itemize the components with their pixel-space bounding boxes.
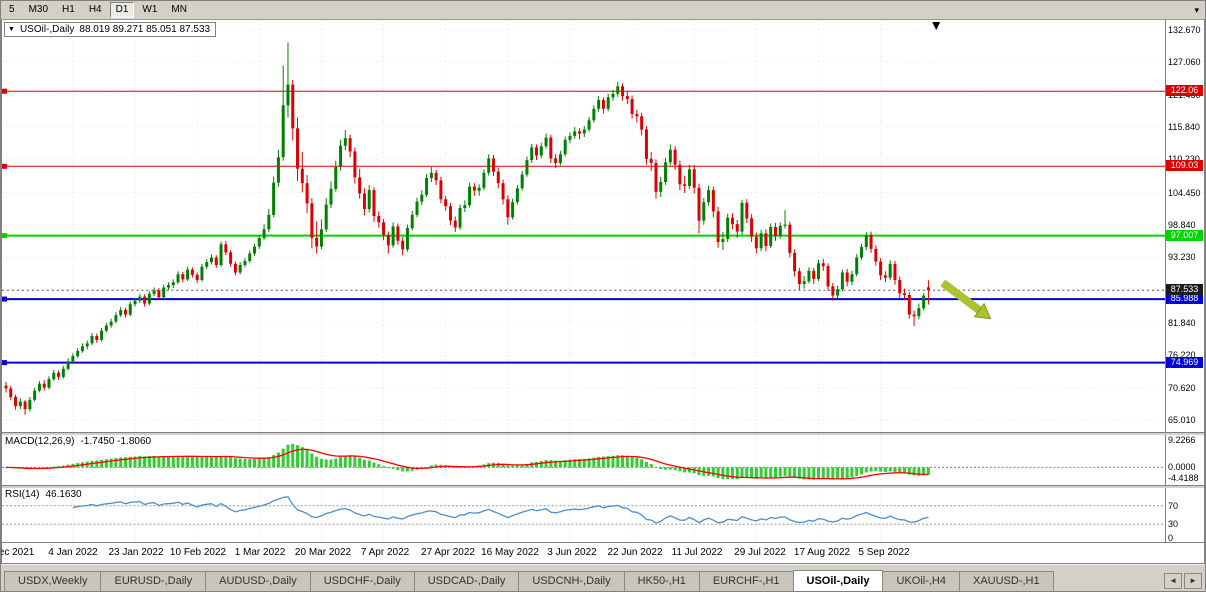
price-axis-label: 127.060 [1168,57,1201,67]
chart-window: ▼ USOil-,Daily 88.019 89.271 85.051 87.5… [1,20,1205,564]
price-axis-label: 65.010 [1168,415,1196,425]
rsi-axis-label: 30 [1168,519,1179,529]
price-line-badge: 122.06 [1166,85,1203,96]
date-axis-label: 3 Jun 2022 [547,547,597,558]
period-button-mn[interactable]: MN [171,4,187,15]
date-axis-label: 20 Mar 2022 [294,547,352,558]
symbol-tab-eurusd-daily[interactable]: EURUSD-,Daily [100,571,207,591]
date-axis-label: 14 Dec 2021 [1,547,35,558]
rsi-header: RSI(14) 46.1630 [5,489,82,500]
tab-scroll-right-icon[interactable]: ► [1184,573,1202,589]
price-line-badge: 85.988 [1166,293,1203,304]
macd-axis-min: -4.4188 [1168,473,1199,483]
price-axis-label: 115.840 [1168,122,1200,132]
macd-axis-zero: 0.0000 [1168,462,1196,472]
symbol-tab-eurchf-h1[interactable]: EURCHF-,H1 [698,571,794,591]
price-axis-label: 76.220 [1168,350,1196,360]
price-axis-label: 93.230 [1168,252,1196,262]
symbol-tab-ukoil-h4[interactable]: UKOil-,H4 [882,571,960,591]
date-axis-label: 11 Jul 2022 [671,547,723,558]
symbol-tab-usoil-daily[interactable]: USOil-,Daily [792,570,884,591]
tab-scroll-left-icon[interactable]: ◄ [1164,573,1183,589]
symbol-tab-usdcad-daily[interactable]: USDCAD-,Daily [413,571,520,591]
price-axis-label: 98.840 [1168,220,1196,230]
rsi-axis-label: 0 [1168,533,1174,543]
symbol-tab-usdchf-daily[interactable]: USDCHF-,Daily [309,571,415,591]
period-button-m30[interactable]: M30 [28,4,49,15]
date-axis-label: 29 Jul 2022 [734,547,786,558]
date-axis-label: 1 Mar 2022 [234,547,286,558]
date-axis-label: 22 Jun 2022 [607,547,663,558]
period-buttons: 5 M30 H1 H4 D1 W1 MN [3,2,193,18]
date-axis-label: 23 Jan 2022 [108,547,164,558]
date-axis-label: 10 Feb 2022 [169,547,227,558]
period-toolbar: 5 M30 H1 H4 D1 W1 MN ▾ [1,1,1205,20]
date-axis-label: 7 Apr 2022 [360,547,410,558]
price-axis[interactable]: 132.670127.060121.450115.840110.230104.4… [1165,20,1204,432]
macd-header: MACD(12,26,9) -1.7450 -1.8060 [5,436,151,447]
price-axis-label: 132.670 [1168,25,1201,35]
symbol-tab-audusd-daily[interactable]: AUDUSD-,Daily [205,571,311,591]
toolbar-overflow-icon[interactable]: ▾ [1194,4,1199,15]
chart-tab-bar: USDX,Weekly EURUSD-,Daily AUDUSD-,Daily USD… [1,564,1205,591]
chart-tabs: USDX,Weekly EURUSD-,Daily AUDUSD-,Daily USD… [4,570,1054,591]
macd-values: -1.7450 -1.8060 [80,436,152,447]
symbol-info-box: ▼ USOil-,Daily 88.019 89.271 85.051 87.5… [4,22,217,37]
period-button-d1[interactable]: D1 [109,2,135,18]
macd-axis-max: 9.2266 [1168,435,1196,445]
date-axis-label: 27 Apr 2022 [421,547,475,558]
rsi-axis-label: 70 [1168,501,1179,511]
rsi-label: RSI(14) [5,489,40,500]
symbol-tab-xauusd-h1[interactable]: XAUUSD-,H1 [959,571,1054,591]
rsi-pane: RSI(14) 46.1630 70 30 0 [2,488,1204,543]
period-button-w1[interactable]: W1 [142,4,158,15]
price-line-badge: 109.03 [1166,160,1203,171]
main-chart-pane: ▼ USOil-,Daily 88.019 89.271 85.051 87.5… [2,20,1204,432]
price-line-badge: 97.007 [1166,230,1203,241]
pane-splitter-rsi[interactable] [2,485,1204,488]
date-axis-label: 17 Aug 2022 [793,547,851,558]
price-line-badge: 74.969 [1166,357,1203,368]
symbol-ohlc-values: 88.019 89.271 85.051 87.533 [79,24,211,35]
price-axis-label: 104.450 [1168,188,1201,198]
date-axis-label: 16 May 2022 [481,547,539,558]
symbol-tab-hk50-h1[interactable]: HK50-,H1 [623,571,700,591]
symbol-tab-usdcnh-daily[interactable]: USDCNH-,Daily [518,571,625,591]
macd-canvas[interactable] [2,435,1165,485]
time-axis[interactable]: 14 Dec 2021 4 Jan 2022 23 Jan 2022 10 Feb 2… [1,542,1204,563]
rsi-value: 46.1630 [45,489,82,500]
rsi-canvas[interactable] [2,488,1165,542]
symbol-title: USOil-,Daily [19,24,75,35]
period-button-5[interactable]: 5 [9,4,15,15]
date-axis-label: 5 Sep 2022 [858,547,910,558]
period-button-h1[interactable]: H1 [62,4,75,15]
price-axis-label: 81.840 [1168,318,1196,328]
macd-axis: 9.2266 0.0000 -4.4188 [1165,435,1204,485]
macd-label: MACD(12,26,9) [5,436,75,447]
current-price-badge: 87.533 [1166,284,1203,295]
macd-pane: MACD(12,26,9) -1.7450 -1.8060 9.2266 0.00… [2,435,1204,485]
collapse-icon[interactable]: ▼ [8,26,15,33]
price-axis-label: 110.230 [1168,154,1200,164]
pane-splitter-macd[interactable] [2,432,1204,435]
symbol-tab-usdx-weekly[interactable]: USDX,Weekly [4,571,102,591]
date-axis-label: 4 Jan 2022 [48,547,98,558]
period-button-h4[interactable]: H4 [88,4,102,15]
rsi-axis: 70 30 0 [1165,488,1204,543]
tab-scroll-controls: ◄ ► [1164,573,1202,591]
candlestick-chart-canvas[interactable] [2,20,1165,432]
price-axis-label: 70.620 [1168,383,1196,393]
